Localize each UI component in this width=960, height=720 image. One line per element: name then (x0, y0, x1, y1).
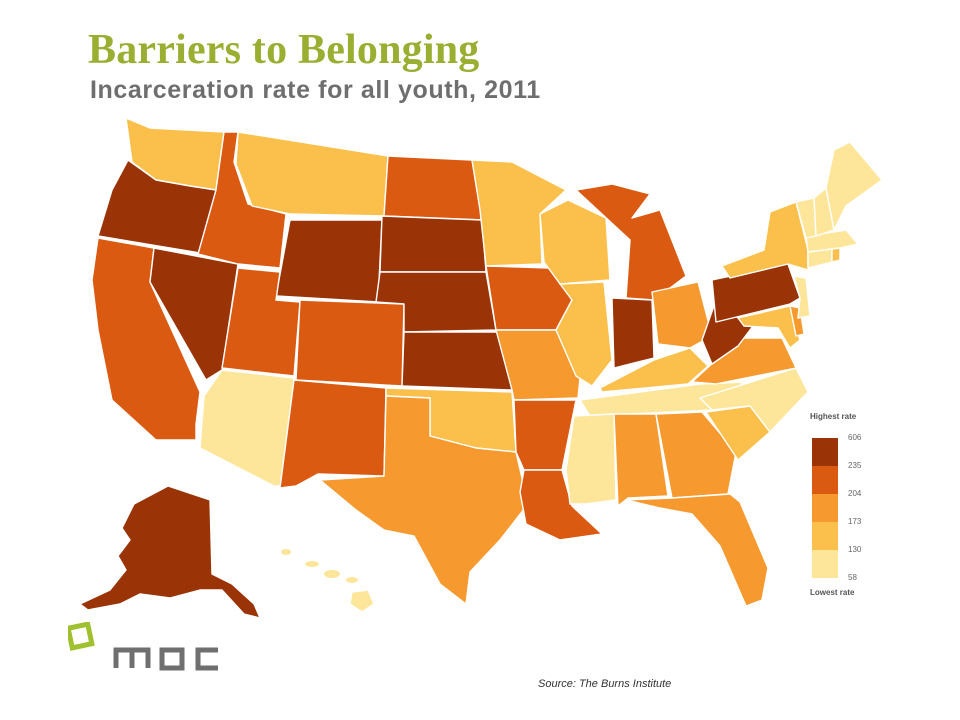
legend-tick: 606 (848, 433, 862, 442)
legend-swatch (812, 522, 838, 551)
state-wisconsin (539, 199, 611, 285)
state-montana (235, 131, 389, 217)
state-arkansas (513, 399, 577, 471)
state-new-york (721, 201, 809, 279)
legend-swatch (812, 550, 838, 579)
state-texas (319, 395, 529, 605)
state-ohio (651, 281, 713, 349)
state-louisiana (519, 469, 603, 541)
source-note: Source: The Burns Institute (538, 678, 672, 690)
mdc-logo-mark (65, 621, 218, 671)
state-wyoming (275, 219, 383, 303)
state-nevada (149, 247, 239, 381)
legend-tick: 58 (848, 573, 857, 582)
state-indiana (611, 297, 655, 369)
mdc-logo (65, 621, 238, 672)
state-mississippi (565, 413, 617, 505)
state-new-jersey (793, 275, 811, 319)
state-arizona (199, 369, 295, 487)
state-idaho (197, 131, 287, 269)
state-rhode-island (831, 247, 841, 263)
state-minnesota (471, 159, 567, 267)
state-south-dakota (379, 215, 487, 273)
page-title: Barriers to Belonging (88, 27, 480, 73)
legend-tick: 235 (848, 461, 862, 470)
state-kentucky (599, 347, 709, 393)
map-legend: Highest rate 606 235 204 173 130 58 Lowest ra… (806, 412, 886, 602)
state-hawaii (281, 549, 375, 613)
legend-bottom-label: Lowest rate (810, 588, 855, 597)
state-alaska (79, 485, 261, 619)
legend-top-label: Highest rate (810, 412, 857, 421)
state-new-mexico (279, 379, 387, 489)
legend-tick: 173 (848, 517, 862, 526)
legend-tick: 130 (848, 545, 862, 554)
state-illinois (555, 281, 613, 387)
state-colorado (295, 299, 405, 387)
legend-tick: 204 (848, 489, 862, 498)
state-north-dakota (383, 155, 483, 221)
state-michigan (575, 183, 687, 301)
legend-swatch (812, 438, 838, 467)
state-kansas (401, 331, 513, 391)
state-florida (625, 493, 769, 607)
state-alabama (613, 413, 669, 507)
legend-swatch (812, 466, 838, 495)
page-subtitle: Incarceration rate for all youth, 2011 (90, 76, 541, 104)
state-georgia (655, 411, 737, 499)
legend-swatch (812, 494, 838, 523)
state-maine (825, 141, 883, 231)
